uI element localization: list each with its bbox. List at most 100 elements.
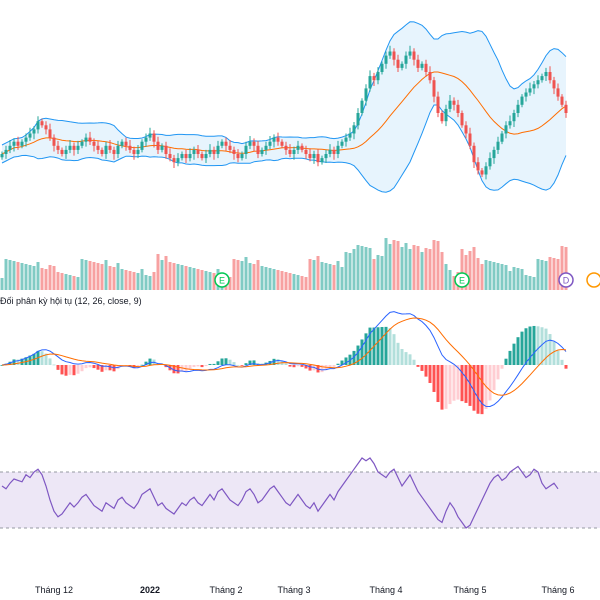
candle-body (60, 149, 64, 154)
candle-body (4, 149, 8, 154)
volume-bar (528, 276, 532, 290)
candle (224, 137, 228, 151)
macd-histogram-bar (388, 328, 392, 365)
macd-histogram-bar (468, 365, 472, 406)
volume-bar (508, 271, 512, 290)
candle (196, 144, 200, 159)
candle-body (488, 158, 492, 167)
volume-bar (280, 271, 284, 290)
candle (180, 151, 184, 161)
candle-body (12, 141, 16, 146)
candle (144, 133, 148, 147)
candle (492, 146, 496, 164)
volume-bar (228, 277, 232, 290)
macd-histogram-bar (0, 365, 4, 366)
candle (376, 67, 380, 85)
volume-bar (432, 240, 436, 290)
candle-body (64, 149, 68, 154)
candle-body (452, 100, 456, 105)
candle-body (336, 145, 340, 154)
candle (32, 126, 36, 140)
volume-bar (0, 278, 4, 290)
macd-histogram-bar (544, 328, 548, 365)
volume-bar (272, 269, 276, 290)
macd-histogram-bar (448, 365, 452, 405)
macd-histogram-bar (420, 365, 424, 371)
candle-body (348, 133, 352, 138)
volume-bar (176, 264, 180, 290)
volume-bar (84, 260, 88, 290)
candle-body (180, 154, 184, 159)
candle (184, 149, 188, 164)
macd-histogram-bar (172, 365, 176, 374)
macd-histogram-bar (240, 365, 244, 366)
candle-body (8, 145, 12, 150)
candle (480, 167, 484, 177)
candle-body (96, 145, 100, 150)
candle (152, 130, 156, 148)
volume-bar (300, 276, 304, 290)
macd-histogram-bar (88, 365, 92, 368)
volume-bar (116, 263, 120, 290)
candle (428, 66, 432, 84)
candle (264, 141, 268, 155)
candle (512, 109, 516, 127)
candle (360, 98, 364, 116)
candle-body (532, 84, 536, 89)
macd-histogram-bar (100, 365, 104, 372)
candle (160, 143, 164, 153)
macd-histogram-bar (552, 341, 556, 365)
candle (564, 100, 568, 118)
macd-histogram-bar (272, 358, 276, 365)
candle (372, 72, 376, 86)
candle (128, 140, 132, 154)
candle (248, 135, 252, 150)
volume-bar (36, 262, 40, 290)
candle-body (200, 154, 204, 159)
event-marker: E (214, 272, 230, 288)
volume-bar (460, 249, 464, 290)
candle-body (360, 100, 364, 113)
candle-body (108, 145, 112, 150)
candle (416, 54, 420, 72)
candle (328, 144, 332, 158)
volume-bar (48, 265, 52, 290)
candle-body (376, 72, 380, 81)
bollinger-lower-line (1, 104, 567, 193)
volume-bar (496, 263, 500, 290)
candle (272, 134, 276, 148)
volume-bar (24, 264, 28, 290)
candle (544, 67, 548, 82)
candle (488, 152, 492, 170)
candle-body (556, 88, 560, 97)
volume-bar (464, 255, 468, 290)
candle (28, 127, 32, 141)
volume-series (0, 238, 568, 290)
volume-bar (388, 244, 392, 290)
macd-histogram-bar (424, 365, 428, 377)
macd-histogram-bar (300, 365, 304, 367)
candle-body (508, 121, 512, 126)
candle (276, 132, 280, 146)
candle-body (416, 59, 420, 68)
volume-bar (232, 259, 236, 290)
volume-bar (316, 256, 320, 290)
macd-histogram-bar (64, 365, 68, 376)
candle-body (304, 149, 308, 154)
volume-bar (504, 265, 508, 290)
candle (460, 110, 464, 128)
candle-body (252, 141, 256, 146)
candle-body (484, 166, 488, 175)
macd-histogram-bar (148, 358, 152, 365)
macd-histogram-bar (452, 365, 456, 401)
macd-histogram-bar (480, 365, 484, 415)
candle-body (208, 149, 212, 154)
macd-histogram-bar (196, 365, 200, 367)
volume-bar (124, 270, 128, 290)
candle-body (292, 149, 296, 154)
volume-bar (104, 260, 108, 290)
candle (104, 141, 108, 159)
candle-body (288, 149, 292, 154)
candle-body (120, 141, 124, 146)
volume-bar (476, 258, 480, 290)
